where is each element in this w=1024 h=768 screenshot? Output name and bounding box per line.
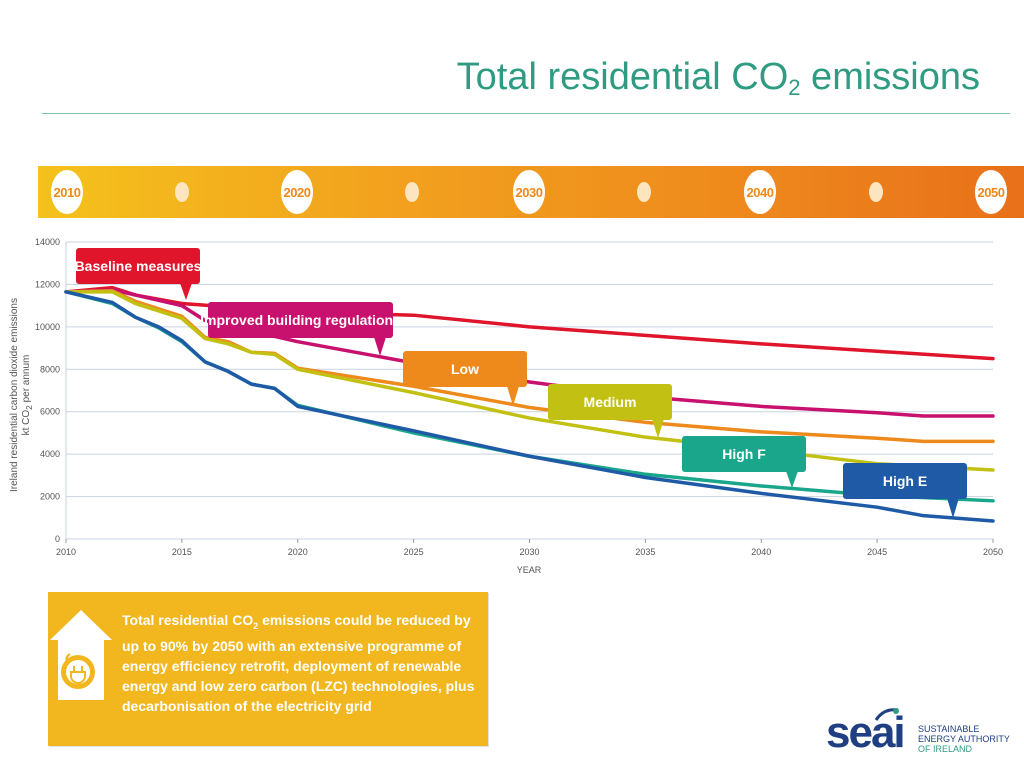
callout-label: Low bbox=[451, 361, 479, 377]
callout-box bbox=[76, 248, 200, 284]
x-tick-label: 2020 bbox=[288, 547, 308, 557]
callout-label: High E bbox=[883, 473, 927, 489]
callout-label: Medium bbox=[584, 394, 637, 410]
callout-box bbox=[843, 463, 967, 499]
callout-high-f: High F bbox=[682, 436, 806, 488]
timeline-year-2030: 2030 bbox=[513, 170, 545, 214]
title-subscript: 2 bbox=[788, 75, 801, 100]
y-tick-label: 4000 bbox=[40, 449, 60, 459]
series-callouts: Baseline measures Improved building regul… bbox=[75, 248, 967, 518]
callout-pointer bbox=[947, 498, 959, 518]
y-tick-label: 14000 bbox=[35, 237, 60, 247]
x-tick-label: 2015 bbox=[172, 547, 192, 557]
callout-improved-building-regulations: Improved building regulations bbox=[200, 302, 401, 356]
y-tick-label: 12000 bbox=[35, 279, 60, 289]
info-callout-text: Total residential CO2 emissions could be… bbox=[122, 610, 482, 716]
x-tick-label: 2050 bbox=[983, 547, 1003, 557]
y-tick-label: 2000 bbox=[40, 492, 60, 502]
y-tick-label: 8000 bbox=[40, 364, 60, 374]
info-callout-box: Total residential CO2 emissions could be… bbox=[48, 592, 488, 746]
x-tick-label: 2035 bbox=[635, 547, 655, 557]
timeline-dot bbox=[175, 182, 189, 202]
timeline-year-2010: 2010 bbox=[51, 170, 83, 214]
timeline-dot bbox=[637, 182, 651, 202]
callout-low: Low bbox=[403, 351, 527, 406]
page-title: Total residential CO2 emissions bbox=[457, 56, 980, 101]
x-tick-label: 2025 bbox=[404, 547, 424, 557]
callout-box bbox=[682, 436, 806, 472]
x-tick-label: 2010 bbox=[56, 547, 76, 557]
house-plug-icon bbox=[50, 610, 112, 700]
y-tick-label: 6000 bbox=[40, 407, 60, 417]
title-main: Total residential CO bbox=[456, 56, 789, 98]
logo-swoosh-icon bbox=[874, 708, 899, 721]
x-axis-ticks: 2010 2015 2020 2025 2030 2035 2040 2045 2050 bbox=[56, 539, 1003, 557]
callout-pointer bbox=[374, 337, 386, 356]
series-line-high-e bbox=[64, 290, 995, 523]
callout-label: Improved building regulations bbox=[200, 312, 401, 328]
title-tail: emissions bbox=[800, 56, 980, 98]
series-line-improved-building-regulations bbox=[64, 287, 995, 418]
logo-wordmark: seai bbox=[826, 708, 906, 757]
callout-pointer bbox=[652, 419, 664, 438]
y-tick-label: 10000 bbox=[35, 322, 60, 332]
y-tick-label: 0 bbox=[55, 534, 60, 544]
callout-pointer bbox=[786, 471, 798, 488]
x-tick-label: 2040 bbox=[751, 547, 771, 557]
callout-box bbox=[208, 302, 393, 338]
y-axis-ticks: 0 2000 4000 6000 8000 10000 12000 14000 bbox=[35, 237, 60, 544]
logo-line2: ENERGY AUTHORITY bbox=[918, 734, 1010, 744]
x-axis-title: YEAR bbox=[517, 565, 542, 575]
title-divider bbox=[42, 113, 1010, 114]
logo-tagline: SUSTAINABLE ENERGY AUTHORITY OF IRELAND bbox=[918, 724, 1010, 754]
callout-label: High F bbox=[722, 446, 766, 462]
x-tick-label: 2045 bbox=[867, 547, 887, 557]
timeline-dot bbox=[405, 182, 419, 202]
info-body: by up to 90% by 2050 with an extensive p… bbox=[122, 612, 475, 714]
info-line1-b: emissions could be reduced bbox=[258, 612, 451, 628]
callout-label: Baseline measures bbox=[75, 258, 202, 274]
info-line1-a: Total residential CO bbox=[122, 612, 254, 628]
callout-baseline-measures: Baseline measures bbox=[75, 248, 202, 300]
timeline-year-2020: 2020 bbox=[281, 170, 313, 214]
x-tick-label: 2030 bbox=[519, 547, 539, 557]
timeline-year-2050: 2050 bbox=[975, 170, 1007, 214]
timeline-band: 2010 2020 2030 2040 2050 bbox=[38, 166, 1024, 218]
callout-pointer bbox=[507, 386, 519, 406]
callout-box bbox=[548, 384, 672, 420]
callout-pointer bbox=[180, 283, 192, 300]
logo-line3: OF IRELAND bbox=[918, 744, 973, 754]
logo-line1: SUSTAINABLE bbox=[918, 724, 980, 734]
callout-high-e: High E bbox=[843, 463, 967, 518]
callout-medium: Medium bbox=[548, 384, 672, 438]
callout-box bbox=[403, 351, 527, 387]
timeline-dot bbox=[869, 182, 883, 202]
timeline-year-2040: 2040 bbox=[744, 170, 776, 214]
info-line1-subscript: 2 bbox=[253, 620, 259, 631]
